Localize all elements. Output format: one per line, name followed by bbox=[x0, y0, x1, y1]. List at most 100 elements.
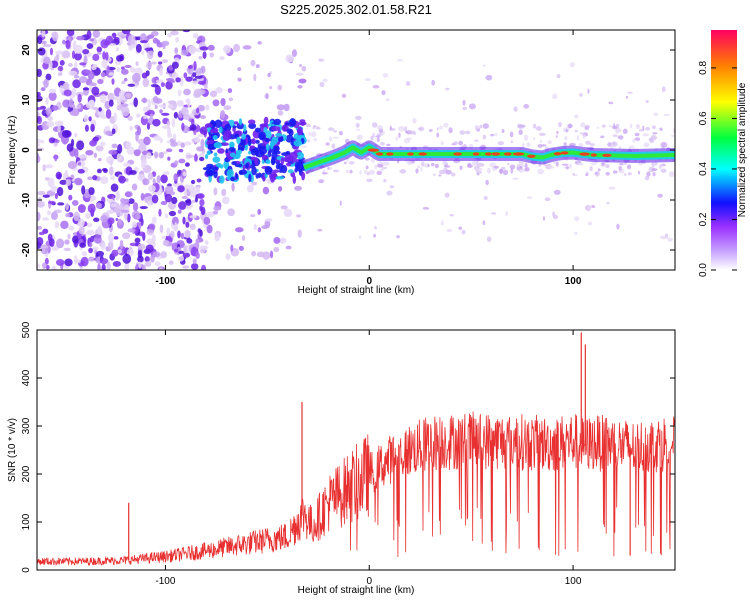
heatmap-cell bbox=[174, 248, 179, 253]
heatmap-cell bbox=[374, 226, 377, 230]
heatmap-cell bbox=[89, 197, 95, 203]
ridge-hotspot bbox=[484, 152, 492, 156]
heatmap-cell bbox=[244, 163, 249, 169]
heatmap-cell bbox=[199, 126, 208, 136]
heatmap-cell bbox=[50, 185, 58, 193]
heatmap-cell bbox=[154, 85, 162, 96]
heatmap-cell bbox=[565, 165, 570, 170]
heatmap-cell bbox=[565, 128, 568, 133]
heatmap-cell bbox=[78, 76, 88, 84]
heatmap-cell bbox=[124, 191, 132, 198]
spectrogram-xtick-label: -100 bbox=[155, 276, 175, 287]
heatmap-cell bbox=[288, 155, 294, 161]
heatmap-cell bbox=[523, 134, 529, 141]
snr-ylabel: SNR (10 * v/v) bbox=[7, 418, 18, 482]
heatmap-cell bbox=[76, 104, 81, 110]
heatmap-cell bbox=[183, 88, 191, 96]
heatmap-cell bbox=[106, 199, 115, 203]
heatmap-cell bbox=[265, 93, 269, 100]
heatmap-cell bbox=[83, 114, 89, 123]
heatmap-cell bbox=[339, 200, 342, 206]
heatmap-cell bbox=[171, 61, 179, 69]
heatmap-cell bbox=[601, 162, 605, 166]
heatmap-cell bbox=[76, 140, 85, 151]
heatmap-cell bbox=[106, 261, 111, 270]
heatmap-cell bbox=[111, 143, 118, 149]
heatmap-cell bbox=[280, 164, 288, 174]
heatmap-cell bbox=[106, 155, 115, 165]
heatmap-cell bbox=[547, 166, 555, 169]
heatmap-cell bbox=[155, 79, 164, 84]
heatmap-cell bbox=[389, 125, 392, 131]
heatmap-cell bbox=[642, 133, 649, 137]
heatmap-cell bbox=[376, 170, 383, 176]
heatmap-cell bbox=[55, 238, 65, 249]
heatmap-cell bbox=[267, 72, 271, 78]
heatmap-cell bbox=[294, 185, 303, 191]
heatmap-cell bbox=[45, 73, 52, 81]
heatmap-cell bbox=[64, 239, 70, 245]
heatmap-cell bbox=[192, 258, 197, 264]
heatmap-cell bbox=[105, 108, 112, 119]
heatmap-cell bbox=[364, 78, 371, 82]
heatmap-cell bbox=[241, 234, 246, 242]
heatmap-cell bbox=[54, 139, 60, 144]
heatmap-cell bbox=[138, 261, 142, 269]
heatmap-cell bbox=[322, 78, 328, 83]
heatmap-cell bbox=[182, 113, 191, 120]
heatmap-cell bbox=[47, 115, 54, 121]
heatmap-cell bbox=[618, 162, 624, 166]
heatmap-cell bbox=[224, 123, 232, 133]
heatmap-cell bbox=[199, 198, 205, 206]
heatmap-cell bbox=[248, 173, 252, 183]
heatmap-cell bbox=[184, 187, 188, 198]
heatmap-cell bbox=[445, 87, 450, 91]
heatmap-cell bbox=[185, 98, 190, 104]
heatmap-cell bbox=[97, 225, 102, 236]
heatmap-cell bbox=[196, 107, 200, 114]
heatmap-cell bbox=[44, 257, 49, 265]
heatmap-cell bbox=[518, 168, 525, 173]
heatmap-cell bbox=[192, 72, 197, 78]
heatmap-cell bbox=[92, 174, 98, 181]
heatmap-cell bbox=[37, 190, 46, 196]
heatmap-cell bbox=[178, 201, 187, 210]
heatmap-cell bbox=[134, 213, 141, 220]
heatmap-cell bbox=[482, 64, 487, 67]
heatmap-cell bbox=[321, 172, 329, 175]
heatmap-cell bbox=[293, 139, 303, 147]
heatmap-cell bbox=[177, 89, 182, 97]
heatmap-cell bbox=[193, 60, 197, 71]
heatmap-cell bbox=[381, 90, 386, 96]
heatmap-cell bbox=[161, 112, 170, 116]
heatmap-cell bbox=[217, 148, 225, 154]
heatmap-cell bbox=[189, 215, 197, 219]
heatmap-cell bbox=[486, 236, 492, 242]
heatmap-cell bbox=[131, 183, 138, 191]
heatmap-cell bbox=[428, 129, 433, 132]
heatmap-cell bbox=[67, 161, 77, 169]
heatmap-cell bbox=[59, 60, 65, 66]
heatmap-cell bbox=[147, 98, 151, 109]
heatmap-cell bbox=[220, 142, 229, 147]
heatmap-cell bbox=[92, 246, 99, 251]
heatmap-cell bbox=[95, 250, 105, 257]
heatmap-cell bbox=[68, 70, 78, 77]
heatmap-cell bbox=[182, 30, 191, 33]
heatmap-cell bbox=[121, 80, 126, 85]
heatmap-cell bbox=[73, 75, 80, 79]
heatmap-cell bbox=[307, 139, 310, 143]
heatmap-cell bbox=[271, 126, 281, 132]
heatmap-cell bbox=[376, 163, 384, 168]
heatmap-cell bbox=[651, 125, 656, 130]
heatmap-cell bbox=[183, 245, 187, 254]
heatmap-cell bbox=[404, 126, 408, 133]
heatmap-cell bbox=[228, 147, 236, 153]
heatmap-cell bbox=[40, 245, 49, 249]
heatmap-cell bbox=[597, 168, 601, 172]
heatmap-cell bbox=[373, 233, 377, 238]
heatmap-cell bbox=[144, 256, 150, 263]
heatmap-cell bbox=[106, 65, 110, 75]
spectrogram-ytick-label: -10 bbox=[21, 192, 32, 207]
colorbar-gradient bbox=[711, 30, 737, 270]
